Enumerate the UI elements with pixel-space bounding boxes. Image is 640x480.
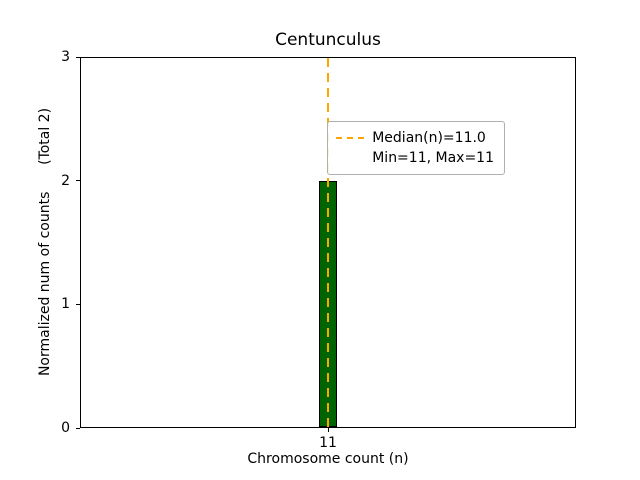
legend-label-minmax: Min=11, Max=11 [372,150,494,166]
chart-title: Centunculus [275,30,381,50]
x-axis-label: Chromosome count (n) [247,451,409,467]
y-tick-label: 1 [61,296,70,313]
legend: Median(n)=11.0 Min=11, Max=11 [327,121,505,175]
legend-dash-sample [336,137,365,139]
x-tick-mark [328,428,329,432]
y-tick-label: 2 [61,172,70,189]
legend-row-minmax: Min=11, Max=11 [336,148,494,168]
plot-area: Median(n)=11.0 Min=11, Max=11 [80,57,576,428]
y-ticks: 0 1 2 3 [0,50,80,435]
legend-row-median: Median(n)=11.0 [336,128,494,148]
y-tick-label: 0 [61,420,70,436]
x-ticks: 11 [80,428,576,458]
legend-label-median: Median(n)=11.0 [372,130,486,146]
y-tick-mark [76,56,80,58]
y-tick-label: 3 [61,49,70,65]
y-tick-mark [76,427,80,429]
y-tick-mark [76,303,80,305]
x-tick-label: 11 [319,435,337,451]
y-tick-mark [76,180,80,182]
median-line [327,58,329,427]
